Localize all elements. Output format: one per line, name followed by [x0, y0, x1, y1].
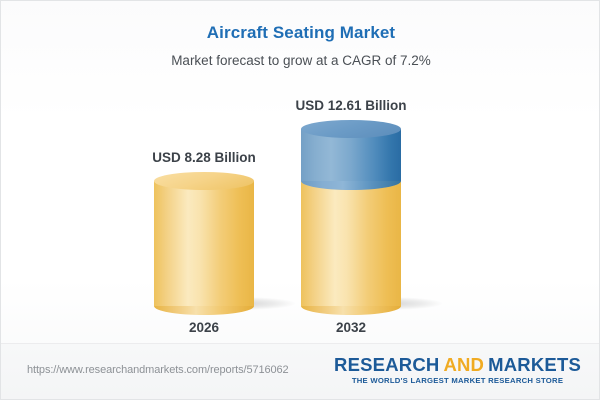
cylinder-bar-2032[interactable]	[301, 120, 442, 315]
chart-title: Aircraft Seating Market	[206, 23, 396, 42]
brand-word-and: AND	[443, 354, 485, 375]
cylinder-top-cap-2032	[301, 120, 401, 138]
year-label-2032: 2032	[335, 320, 367, 335]
bar-segment-growth-2032	[301, 120, 401, 190]
brand-word-markets: MARKETS	[488, 354, 581, 375]
cylinder-bar-2026[interactable]	[154, 172, 295, 315]
brand-word-research: RESEARCH	[334, 354, 440, 375]
source-url-link[interactable]: https://www.researchandmarkets.com/repor…	[27, 364, 289, 376]
brand-logo[interactable]: RESEARCH AND MARKETS THE WORLD'S LARGEST M…	[334, 355, 581, 386]
value-label-2032: USD 12.61 Billion	[295, 98, 407, 113]
year-label-2026: 2026	[188, 320, 220, 335]
value-label-2026: USD 8.28 Billion	[152, 150, 256, 165]
bar-segment-base-2032	[301, 172, 401, 315]
chart-plot-area: USD 8.28 Billion 2026 USD 12.61 Billion	[1, 81, 600, 341]
chart-subtitle: Market forecast to grow at a CAGR of 7.2…	[171, 53, 431, 68]
bar-group-2026: USD 8.28 Billion 2026	[129, 81, 295, 341]
brand-tagline: THE WORLD'S LARGEST MARKET RESEARCH STOR…	[351, 376, 564, 386]
bar-segment-base-2026	[154, 172, 254, 315]
cylinder-top-cap-2026	[154, 172, 254, 190]
cylinder-body-base-2032	[301, 181, 401, 306]
brand-wordmark: RESEARCH AND MARKETS	[334, 355, 581, 374]
cylinder-body-2026	[154, 181, 254, 306]
bar-group-2032: USD 12.61 Billion 2032	[276, 81, 442, 341]
footer: https://www.researchandmarkets.com/repor…	[1, 343, 599, 399]
